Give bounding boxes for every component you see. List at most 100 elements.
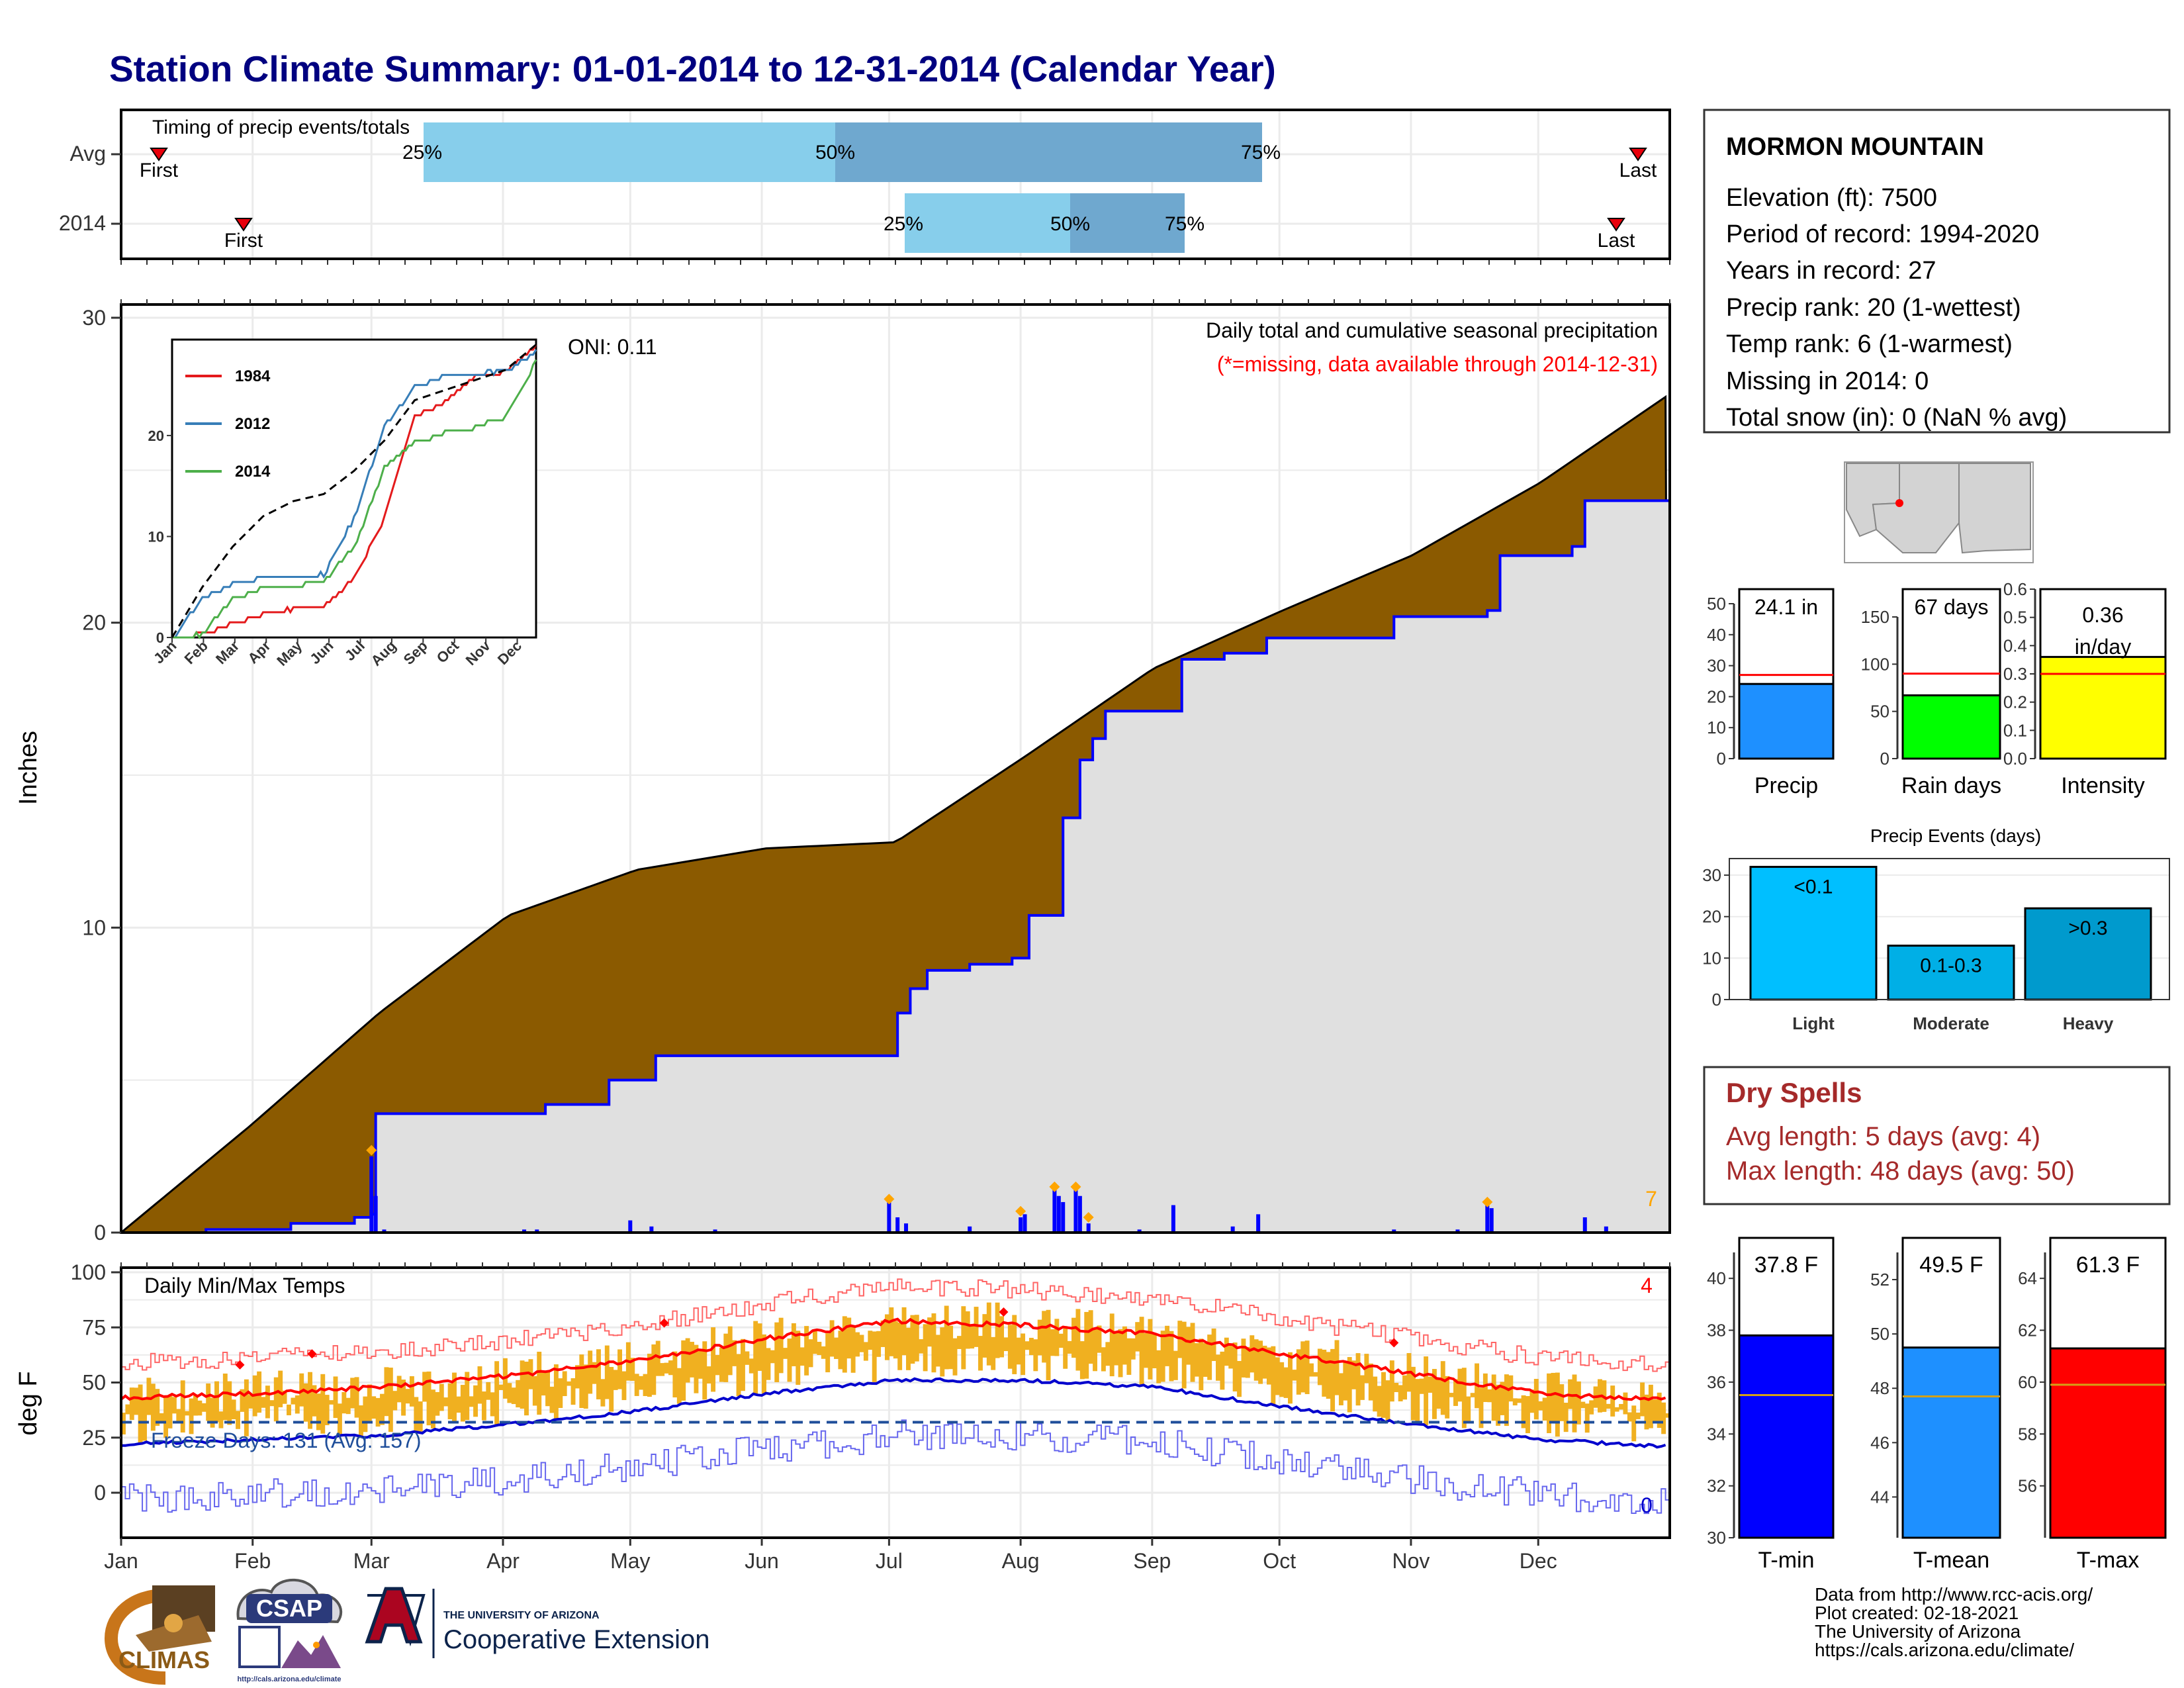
daily-temp-bar [150,1383,156,1431]
events-bar-inner-label: <0.1 [1794,876,1833,898]
daily-temp-bar [1584,1403,1590,1433]
daily-temp-bar [1071,1317,1076,1358]
daily-temp-bar [914,1315,919,1362]
daily-temp-bar [639,1376,644,1390]
daily-temp-bar [817,1342,822,1355]
mini-y-tick: 0.6 [2003,579,2027,599]
daily-temp-bar [1479,1387,1484,1429]
inset-legend: 1984 2012 2014 [185,367,271,481]
daily-temp-bar [617,1349,622,1389]
daily-temp-bar [1619,1403,1623,1410]
daily-temp-bar [944,1305,949,1370]
daily-temp-bar [778,1317,784,1374]
mini-y-tick: 46 [1870,1432,1889,1452]
daily-temp-bar [770,1350,775,1364]
page-title: Station Climate Summary: 01-01-2014 to 1… [109,48,1276,89]
inset-y-tick: 10 [148,528,164,545]
daily-temp-bar [829,1320,835,1357]
daily-temp-bar [1300,1341,1306,1393]
daily-precip-bar [1052,1190,1057,1233]
daily-precip-bar [369,1156,374,1233]
daily-temp-bar [1241,1338,1246,1378]
daily-temp-bar [1648,1384,1653,1429]
daily-temp-bar [545,1372,551,1407]
daily-precip-bar [1392,1229,1396,1233]
credit-line-0: Data from http://www.rcc-acis.org/ [1815,1584,2093,1605]
daily-temp-bar [723,1333,729,1382]
daily-temp-bar [711,1327,716,1392]
daily-precip-bar [1073,1186,1078,1233]
daily-temp-bar [757,1323,762,1371]
daily-temp-bar [1355,1353,1361,1406]
daily-temp-bar [1457,1368,1463,1402]
daily-temp-bar [1088,1310,1093,1364]
daily-temp-bar [1130,1338,1136,1360]
daily-temp-bar [1525,1396,1530,1434]
daily-temp-bar [1533,1379,1539,1420]
daily-temp-bar [741,1338,745,1391]
daily-temp-bar [447,1383,453,1420]
last-marker-avg [1629,148,1647,162]
daily-temp-bar [774,1322,780,1383]
daily-temp-bar [558,1378,563,1408]
daily-temp-bar [799,1347,805,1366]
daily-temp-bar [753,1321,758,1394]
precip-y-tick: 10 [82,915,106,939]
daily-temp-bar [651,1344,657,1395]
daily-temp-bar [1377,1385,1382,1417]
daily-temp-bar [312,1385,317,1417]
daily-temp-bar [1253,1339,1259,1381]
month-tick-label: Jul [876,1549,903,1573]
inset-series-line [172,349,537,639]
daily-temp-bar [1385,1380,1390,1421]
daily-temp-bar [1440,1361,1445,1415]
daily-precip-bar [904,1223,909,1233]
daily-temp-bar [1551,1372,1556,1423]
daily-precip-bar [535,1229,539,1233]
daily-temp-bar [1228,1345,1234,1369]
daily-temp-bar [227,1381,232,1425]
daily-temp-bar [1283,1367,1289,1398]
daily-temp-bar [273,1377,279,1422]
daily-temp-bar [685,1338,690,1383]
ua-big-text: Cooperative Extension [443,1625,709,1654]
p50-label-avg: 50% [815,142,855,164]
daily-temp-bar [1016,1337,1021,1365]
daily-temp-bar [1224,1337,1229,1366]
mini-bar-value [1738,1334,1835,1539]
daily-temp-bar [549,1386,555,1413]
mini-y-tick: 0.4 [2003,635,2027,655]
daily-temp-bar [1449,1393,1454,1397]
month-tick-label: Nov [1392,1549,1430,1573]
daily-temp-bar [1623,1392,1628,1415]
daily-precip-bar [628,1220,633,1233]
daily-temp-bar [876,1331,882,1357]
mini-y-tick: 50 [1707,594,1726,614]
daily-temp-bar [295,1395,300,1414]
daily-temp-bar [1487,1389,1492,1403]
daily-temp-bar [1033,1339,1038,1372]
daily-temp-bar [1173,1350,1178,1380]
p75-label-2014: 75% [1165,213,1205,235]
station-info-box: MORMON MOUNTAIN Elevation (ft): 7500 Per… [1703,109,2171,434]
daily-temp-bar [927,1317,932,1347]
daily-temp-bar [1309,1363,1314,1377]
locator-map [1844,461,2034,563]
daily-temp-bar [1207,1335,1212,1380]
daily-temp-bar [672,1351,678,1398]
daily-temp-bar [956,1336,962,1349]
daily-temp-bar [320,1374,326,1434]
daily-temp-bar [494,1361,500,1425]
daily-temp-bar [269,1400,275,1407]
daily-temp-bar [1024,1341,1030,1350]
daily-temp-bar [1347,1357,1352,1413]
daily-temp-bar [265,1385,270,1419]
daily-temp-bar [1250,1335,1255,1373]
timing-row-label-2014: 2014 [59,211,106,235]
heavy-event-diamond [1015,1205,1026,1217]
daily-precip-bar [968,1226,972,1233]
daily-temp-bar [532,1376,537,1406]
oni-label: ONI: 0.11 [568,335,657,359]
daily-temp-bar [1661,1402,1666,1434]
